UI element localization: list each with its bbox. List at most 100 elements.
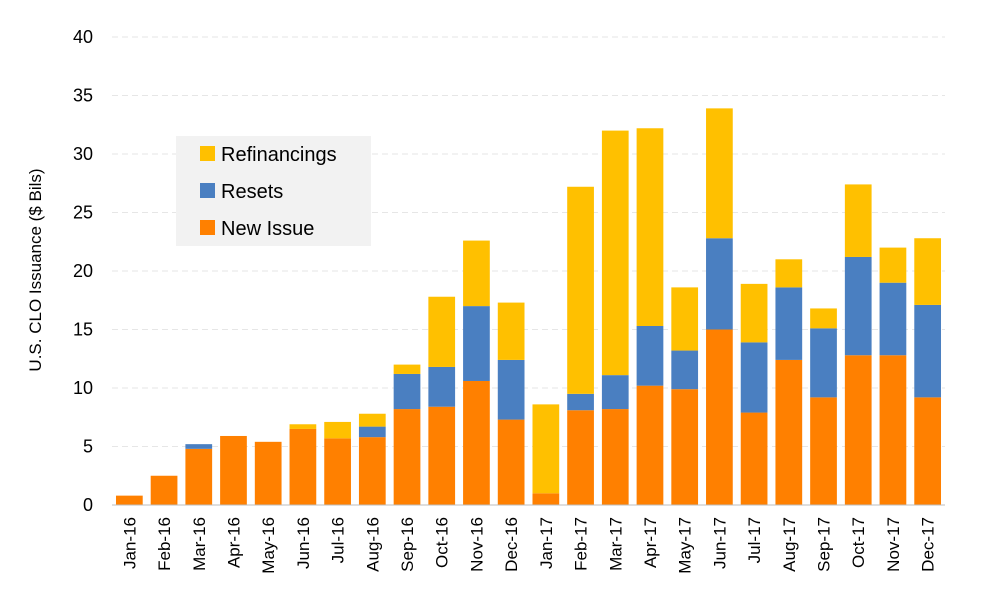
x-tick-label: Jun-17 <box>710 517 729 569</box>
bar-refinancings <box>393 364 421 374</box>
bar-new-issue <box>150 475 178 505</box>
legend-swatch <box>200 220 215 235</box>
legend-swatch <box>200 183 215 198</box>
x-tick-label: May-16 <box>259 517 278 574</box>
x-tick-label: Aug-17 <box>780 517 799 572</box>
bar-resets <box>914 304 942 398</box>
x-tick-label: Aug-16 <box>363 517 382 572</box>
bar-new-issue <box>324 438 351 505</box>
bar-refinancings <box>289 424 317 429</box>
x-tick-label: Jan-17 <box>537 517 556 569</box>
bar-resets <box>706 238 733 330</box>
bar-resets <box>497 359 525 420</box>
bar-new-issue <box>567 410 594 505</box>
bar-refinancings <box>358 413 386 427</box>
x-tick-label: Jan-16 <box>120 517 139 569</box>
bar-resets <box>428 366 456 407</box>
bars <box>115 108 942 505</box>
x-tick-label: Nov-16 <box>467 517 486 572</box>
bar-refinancings <box>636 128 664 326</box>
bar-resets <box>775 287 803 360</box>
x-tick-label: May-17 <box>676 517 695 574</box>
x-tick-labels: Jan-16 Feb-16 Mar-16 Apr-16 May-16 Jun-16 Jul-… <box>120 517 937 574</box>
y-tick-label: 5 <box>83 437 93 457</box>
y-tick-label: 25 <box>73 203 93 223</box>
bar-refinancings <box>914 238 942 305</box>
bar-resets <box>810 328 837 398</box>
bar-new-issue <box>810 397 837 505</box>
bar-refinancings <box>706 108 733 239</box>
bar-new-issue <box>671 389 699 505</box>
y-axis-label: U.S. CLO Issuance ($ Bils) <box>26 168 45 371</box>
bar-new-issue <box>601 409 629 505</box>
bar-refinancings <box>879 247 907 283</box>
x-tick-label: Feb-17 <box>572 517 591 571</box>
legend-label: Resets <box>221 181 283 203</box>
bar-new-issue <box>879 355 907 505</box>
bar-resets <box>879 282 907 356</box>
bar-refinancings <box>775 259 803 288</box>
bar-new-issue <box>185 448 213 505</box>
bar-refinancings <box>532 404 560 494</box>
x-tick-label: Sep-16 <box>398 517 417 572</box>
bar-new-issue <box>740 412 768 505</box>
bar-resets <box>463 306 490 381</box>
bar-refinancings <box>810 308 837 329</box>
y-tick-label: 0 <box>83 495 93 515</box>
bar-new-issue <box>636 385 664 505</box>
bar-new-issue <box>914 397 942 505</box>
y-tick-label: 40 <box>73 27 93 47</box>
bar-resets <box>185 444 213 449</box>
bar-new-issue <box>220 435 247 505</box>
bar-new-issue <box>532 493 560 505</box>
bar-new-issue <box>497 419 525 505</box>
legend-label: Refinancings <box>221 144 337 166</box>
bar-refinancings <box>463 240 490 307</box>
bar-new-issue <box>844 355 872 505</box>
x-tick-label: Mar-17 <box>606 517 625 571</box>
bar-new-issue <box>289 428 317 505</box>
x-tick-label: Nov-17 <box>884 517 903 572</box>
bar-resets <box>844 256 872 356</box>
bar-refinancings <box>497 302 525 360</box>
bar-resets <box>358 426 386 438</box>
bar-resets <box>601 375 629 410</box>
x-tick-label: Dec-16 <box>502 517 521 572</box>
y-tick-label: 10 <box>73 378 93 398</box>
bar-refinancings <box>567 186 594 394</box>
legend-label: New Issue <box>221 218 314 240</box>
bar-resets <box>636 325 664 386</box>
x-tick-label: Apr-17 <box>641 517 660 568</box>
bar-resets <box>393 373 421 410</box>
gridlines <box>112 36 945 447</box>
bar-refinancings <box>671 287 699 351</box>
bar-new-issue <box>393 409 421 505</box>
x-tick-label: Feb-16 <box>155 517 174 571</box>
x-tick-label: Mar-16 <box>190 517 209 571</box>
bar-resets <box>671 350 699 390</box>
legend: Refinancings Resets New Issue <box>176 136 371 246</box>
y-tick-label: 35 <box>73 86 93 106</box>
bar-new-issue <box>463 380 490 505</box>
x-tick-label: Jul-17 <box>745 517 764 563</box>
x-tick-label: Sep-17 <box>815 517 834 572</box>
x-tick-label: Jun-16 <box>294 517 313 569</box>
bar-resets <box>567 393 594 411</box>
bar-new-issue <box>358 437 386 505</box>
bar-new-issue <box>706 329 733 505</box>
bar-new-issue <box>775 359 803 505</box>
bar-new-issue <box>254 441 282 505</box>
bar-resets <box>740 342 768 413</box>
bar-refinancings <box>428 296 456 367</box>
y-tick-label: 15 <box>73 320 93 340</box>
y-tick-labels: 0 5 10 15 20 25 30 35 40 <box>73 27 93 515</box>
x-tick-label: Jul-16 <box>329 517 348 563</box>
x-tick-label: Oct-16 <box>433 517 452 568</box>
y-tick-label: 20 <box>73 261 93 281</box>
legend-swatch <box>200 146 215 161</box>
bar-refinancings <box>324 421 351 439</box>
y-tick-label: 30 <box>73 144 93 164</box>
bar-new-issue <box>115 495 143 505</box>
